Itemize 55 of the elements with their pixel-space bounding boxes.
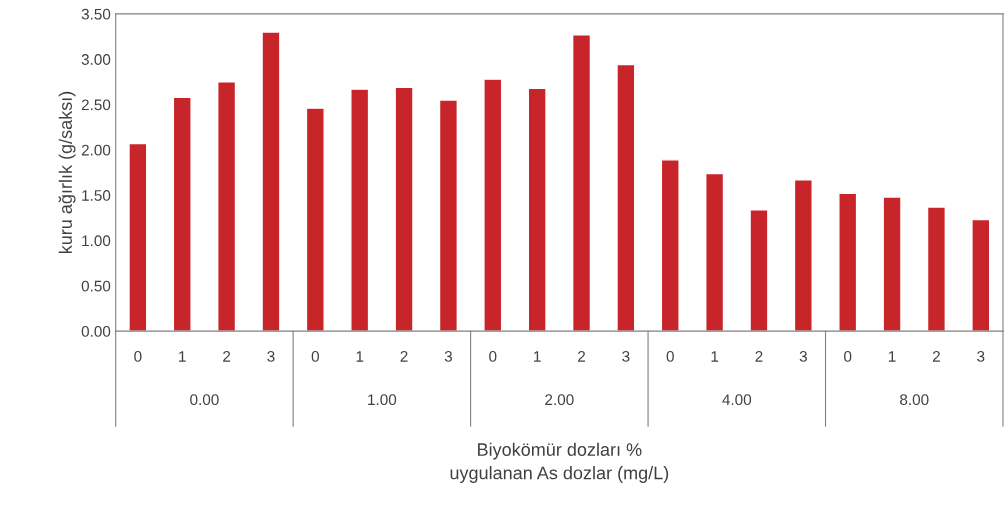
y-axis-title: kuru ağırlık (g/saksı)	[58, 91, 76, 254]
y-tick-label: 3.50	[81, 8, 111, 20]
bar	[882, 196, 902, 332]
bar	[438, 99, 458, 332]
bar	[705, 172, 725, 332]
x-tick-label: 3	[799, 350, 807, 362]
y-tick-label: 2.50	[81, 99, 111, 111]
y-tick-label: 3.00	[81, 54, 111, 65]
bar	[793, 179, 813, 332]
text: 1.00	[368, 394, 397, 406]
x-tick-label: 1	[888, 351, 896, 362]
text: 2.00	[545, 394, 574, 406]
x-tick-label: 0	[489, 350, 497, 362]
x-tick-label: 3	[977, 350, 985, 362]
y-tick-label: 0.50	[81, 280, 111, 292]
x-tick-label: 2	[223, 350, 231, 362]
bar	[660, 159, 680, 332]
bar	[305, 107, 325, 332]
x-tick-label: 0	[311, 350, 319, 362]
bar	[217, 81, 237, 332]
bar	[128, 142, 148, 332]
bar	[172, 96, 192, 332]
bar	[926, 206, 947, 332]
y-tick-label: 0.00	[81, 326, 111, 337]
y-tick-label: 1.50	[82, 190, 111, 201]
bar	[261, 31, 281, 332]
x-tick-label: 3	[267, 350, 275, 362]
x-tick-label: 3	[444, 350, 452, 362]
x-tick-label: 1	[179, 351, 186, 362]
x-tick-label: 2	[400, 350, 408, 362]
bar	[527, 87, 547, 332]
y-tick-label: 1.00	[82, 235, 111, 247]
text: 8.00	[900, 394, 929, 406]
x-tick-label: 2	[932, 350, 940, 362]
bar	[350, 88, 370, 332]
x-tick-label: 0	[134, 350, 142, 362]
bar	[483, 78, 503, 332]
x-tick-label: 3	[622, 350, 630, 362]
x-tick-label: 2	[578, 350, 585, 362]
x-tick-label: 1	[356, 351, 364, 362]
x-tick-label: 0	[844, 350, 852, 362]
x-axis-title: Biyokömür dozları % uygulanan As dozlar (mg/L)	[450, 442, 669, 483]
text: 4.00	[722, 394, 752, 406]
text: 0.00	[190, 394, 219, 406]
bar	[749, 208, 769, 332]
bar	[838, 192, 858, 332]
x-tick-label: 2	[755, 350, 763, 362]
x-tick-label: 0	[666, 350, 674, 362]
x-tick-label: 1	[534, 351, 541, 362]
x-tick-label: 1	[711, 351, 719, 362]
bar	[971, 218, 991, 332]
bar	[616, 63, 636, 332]
y-tick-label: 2.00	[81, 144, 111, 156]
bar	[394, 86, 414, 332]
bar	[571, 34, 592, 332]
